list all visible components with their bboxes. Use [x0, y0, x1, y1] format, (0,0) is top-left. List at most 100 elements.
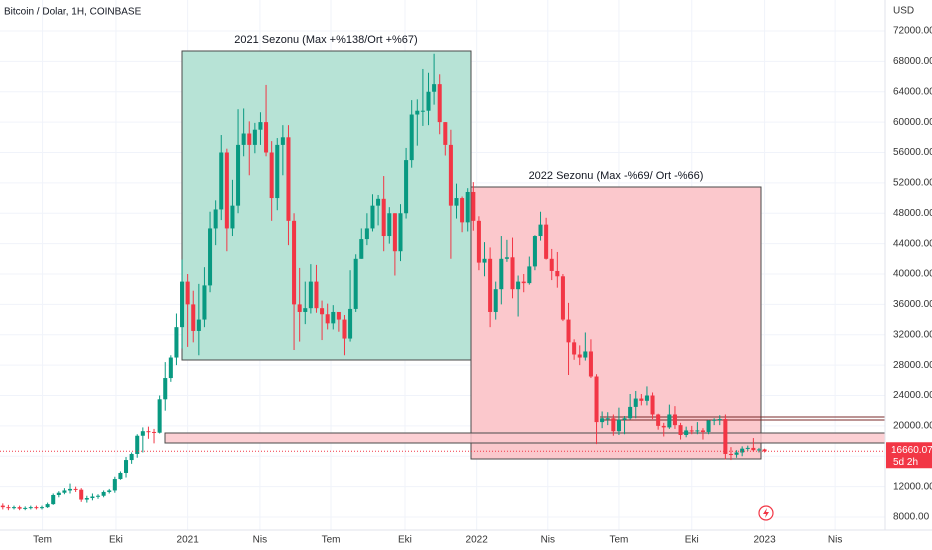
- candle-body: [616, 419, 621, 432]
- x-tick-label: Nis: [253, 535, 267, 546]
- candle-body: [0, 505, 5, 508]
- candle-body: [560, 276, 565, 320]
- candle-body: [118, 472, 123, 480]
- icon-bolt[interactable]: [763, 508, 769, 518]
- candle-body: [751, 447, 756, 451]
- candle-body: [224, 152, 229, 229]
- candle-body: [51, 494, 56, 505]
- candle-body: [392, 213, 397, 252]
- last-price-tag: [886, 442, 932, 469]
- candle-body: [314, 281, 319, 309]
- chart-title: Bitcoin / Dolar, 1H, COINBASE: [4, 7, 142, 18]
- y-tick-label: 64000.00: [893, 86, 932, 97]
- candle-body: [684, 430, 689, 435]
- candle-body: [208, 228, 213, 286]
- candle-body: [325, 314, 330, 324]
- candle-body: [454, 198, 459, 206]
- candle-body: [124, 460, 129, 473]
- candle-body: [180, 281, 185, 328]
- candle-body: [62, 490, 67, 493]
- candle-body: [90, 496, 95, 499]
- candle-body: [252, 129, 257, 145]
- candle-body: [700, 430, 705, 432]
- candle-body: [135, 435, 140, 454]
- candle-body: [17, 507, 22, 509]
- candle-body: [661, 425, 666, 428]
- candle-body: [320, 308, 325, 315]
- candle-body: [689, 430, 694, 432]
- candle-body: [275, 144, 280, 199]
- candle-body: [583, 351, 588, 358]
- candle-body: [213, 209, 218, 229]
- y-tick-label: 60000.00: [893, 117, 932, 128]
- y-tick-label: 52000.00: [893, 178, 932, 189]
- candle-body: [594, 376, 599, 423]
- y-tick-label: 44000.00: [893, 238, 932, 249]
- last-price-label: 16660.07: [891, 445, 932, 456]
- replay-icon[interactable]: [758, 505, 774, 521]
- candle-body: [202, 285, 207, 320]
- candle-body: [426, 91, 431, 111]
- candle-body: [672, 414, 677, 426]
- candle-body: [516, 281, 521, 290]
- candle-body: [264, 122, 269, 153]
- candle-body: [740, 448, 745, 453]
- candle-body: [387, 213, 392, 237]
- candle-body: [544, 224, 549, 259]
- candle-body: [712, 419, 717, 421]
- candle-body: [527, 266, 532, 284]
- candle-body: [678, 425, 683, 435]
- candle-body: [460, 198, 465, 223]
- candle-body: [443, 122, 448, 145]
- candles: [0, 53, 767, 511]
- y-tick-label: 12000.00: [893, 481, 932, 492]
- candle-body: [723, 419, 728, 454]
- candle-body: [219, 152, 224, 210]
- candle-body: [23, 507, 28, 509]
- candle-body: [448, 144, 453, 206]
- candle-body: [241, 133, 246, 145]
- candle-body: [84, 498, 89, 500]
- candle-body: [11, 507, 17, 509]
- x-tick-label: Tem: [609, 535, 628, 546]
- y-tick-label: 68000.00: [893, 56, 932, 67]
- annotation: 2021 Sezonu (Max +%138/Ort +%67): [234, 34, 417, 46]
- candle-body: [67, 488, 73, 491]
- candle-body: [555, 270, 560, 277]
- x-tick-label: Nis: [828, 535, 842, 546]
- candle-body: [404, 160, 409, 214]
- candle-body: [331, 311, 336, 324]
- x-tick-label: Eki: [109, 535, 123, 546]
- candle-body: [140, 431, 145, 436]
- candle-body: [353, 258, 358, 309]
- y-tick-label: 20000.00: [893, 421, 932, 432]
- y-tick-label: 48000.00: [893, 208, 932, 219]
- candle-body: [96, 495, 101, 497]
- candle-body: [6, 507, 11, 509]
- candle-body: [152, 431, 157, 433]
- candle-body: [409, 114, 414, 161]
- candle-body: [236, 144, 241, 206]
- candle-body: [297, 304, 302, 312]
- candle-body: [605, 418, 610, 420]
- candle-body: [191, 304, 196, 331]
- y-tick-label: 40000.00: [893, 269, 932, 280]
- candle-body: [532, 236, 537, 267]
- candle-body: [112, 479, 117, 491]
- candle-body: [146, 431, 151, 433]
- candle-body: [303, 308, 308, 312]
- candle-body: [656, 414, 661, 426]
- candle-body: [196, 319, 201, 331]
- y-tick-label: 32000.00: [893, 329, 932, 340]
- candle-body: [420, 110, 425, 112]
- candle-body: [398, 213, 403, 252]
- candle-body: [258, 122, 263, 130]
- candle-body: [644, 395, 649, 401]
- candle-body: [308, 281, 313, 309]
- range-band: [164, 432, 886, 444]
- candle-body: [762, 449, 767, 452]
- y-tick-label: 72000.00: [893, 26, 932, 37]
- x-tick-label: 2023: [753, 535, 776, 546]
